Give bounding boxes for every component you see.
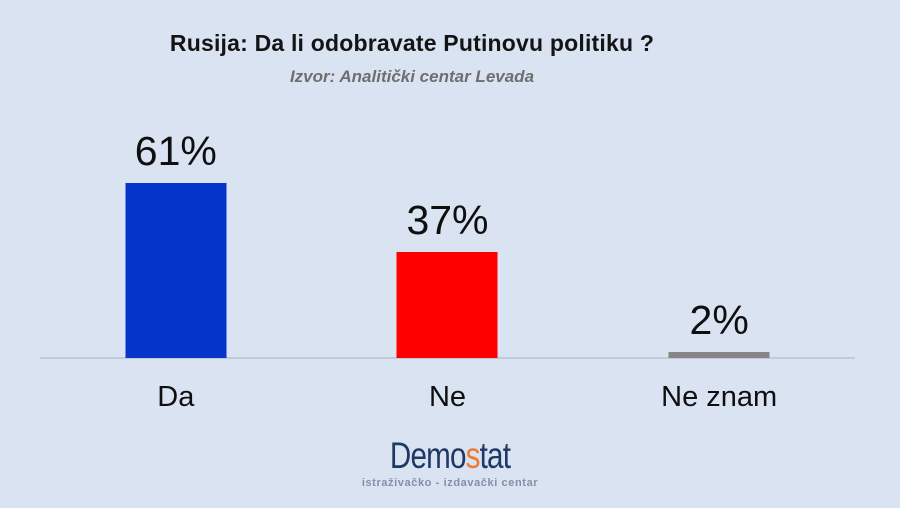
value-label-da: 61% — [134, 128, 217, 174]
chart-source-note: Izvor: Analitički centar Levada — [289, 67, 535, 86]
chart-header: Rusija: Da li odobravate Putinovu politi… — [0, 30, 824, 87]
bar-ne-znam — [668, 352, 770, 358]
category-label-ne: Ne — [428, 381, 467, 413]
bar-chart: 61% Da 37% Ne 2% Ne znam — [40, 0, 855, 412]
bar-group-da: 61% Da — [40, 0, 312, 412]
value-label-ne: 37% — [406, 197, 489, 243]
category-label-da: Da — [157, 381, 195, 413]
footer: Demostat istraživačko - izdavački centar — [0, 437, 900, 489]
value-label-ne-znam: 2% — [689, 297, 749, 343]
logo-text-pre: Demo — [389, 435, 467, 476]
bar-group-ne: 37% Ne — [312, 0, 584, 412]
bar-da — [125, 183, 227, 358]
x-axis-line — [40, 357, 855, 359]
chart-title: Rusija: Da li odobravate Putinovu politi… — [169, 30, 655, 56]
logo-text-accent: s — [465, 435, 481, 476]
bar-group-ne-znam: 2% Ne znam — [583, 0, 855, 412]
logo-tagline: istraživačko - izdavački centar — [361, 477, 539, 489]
logo-text-post: tat — [479, 435, 511, 476]
demostat-logo: Demostat — [90, 437, 810, 474]
category-label-ne-znam: Ne znam — [661, 381, 778, 413]
bar-ne — [396, 252, 498, 358]
